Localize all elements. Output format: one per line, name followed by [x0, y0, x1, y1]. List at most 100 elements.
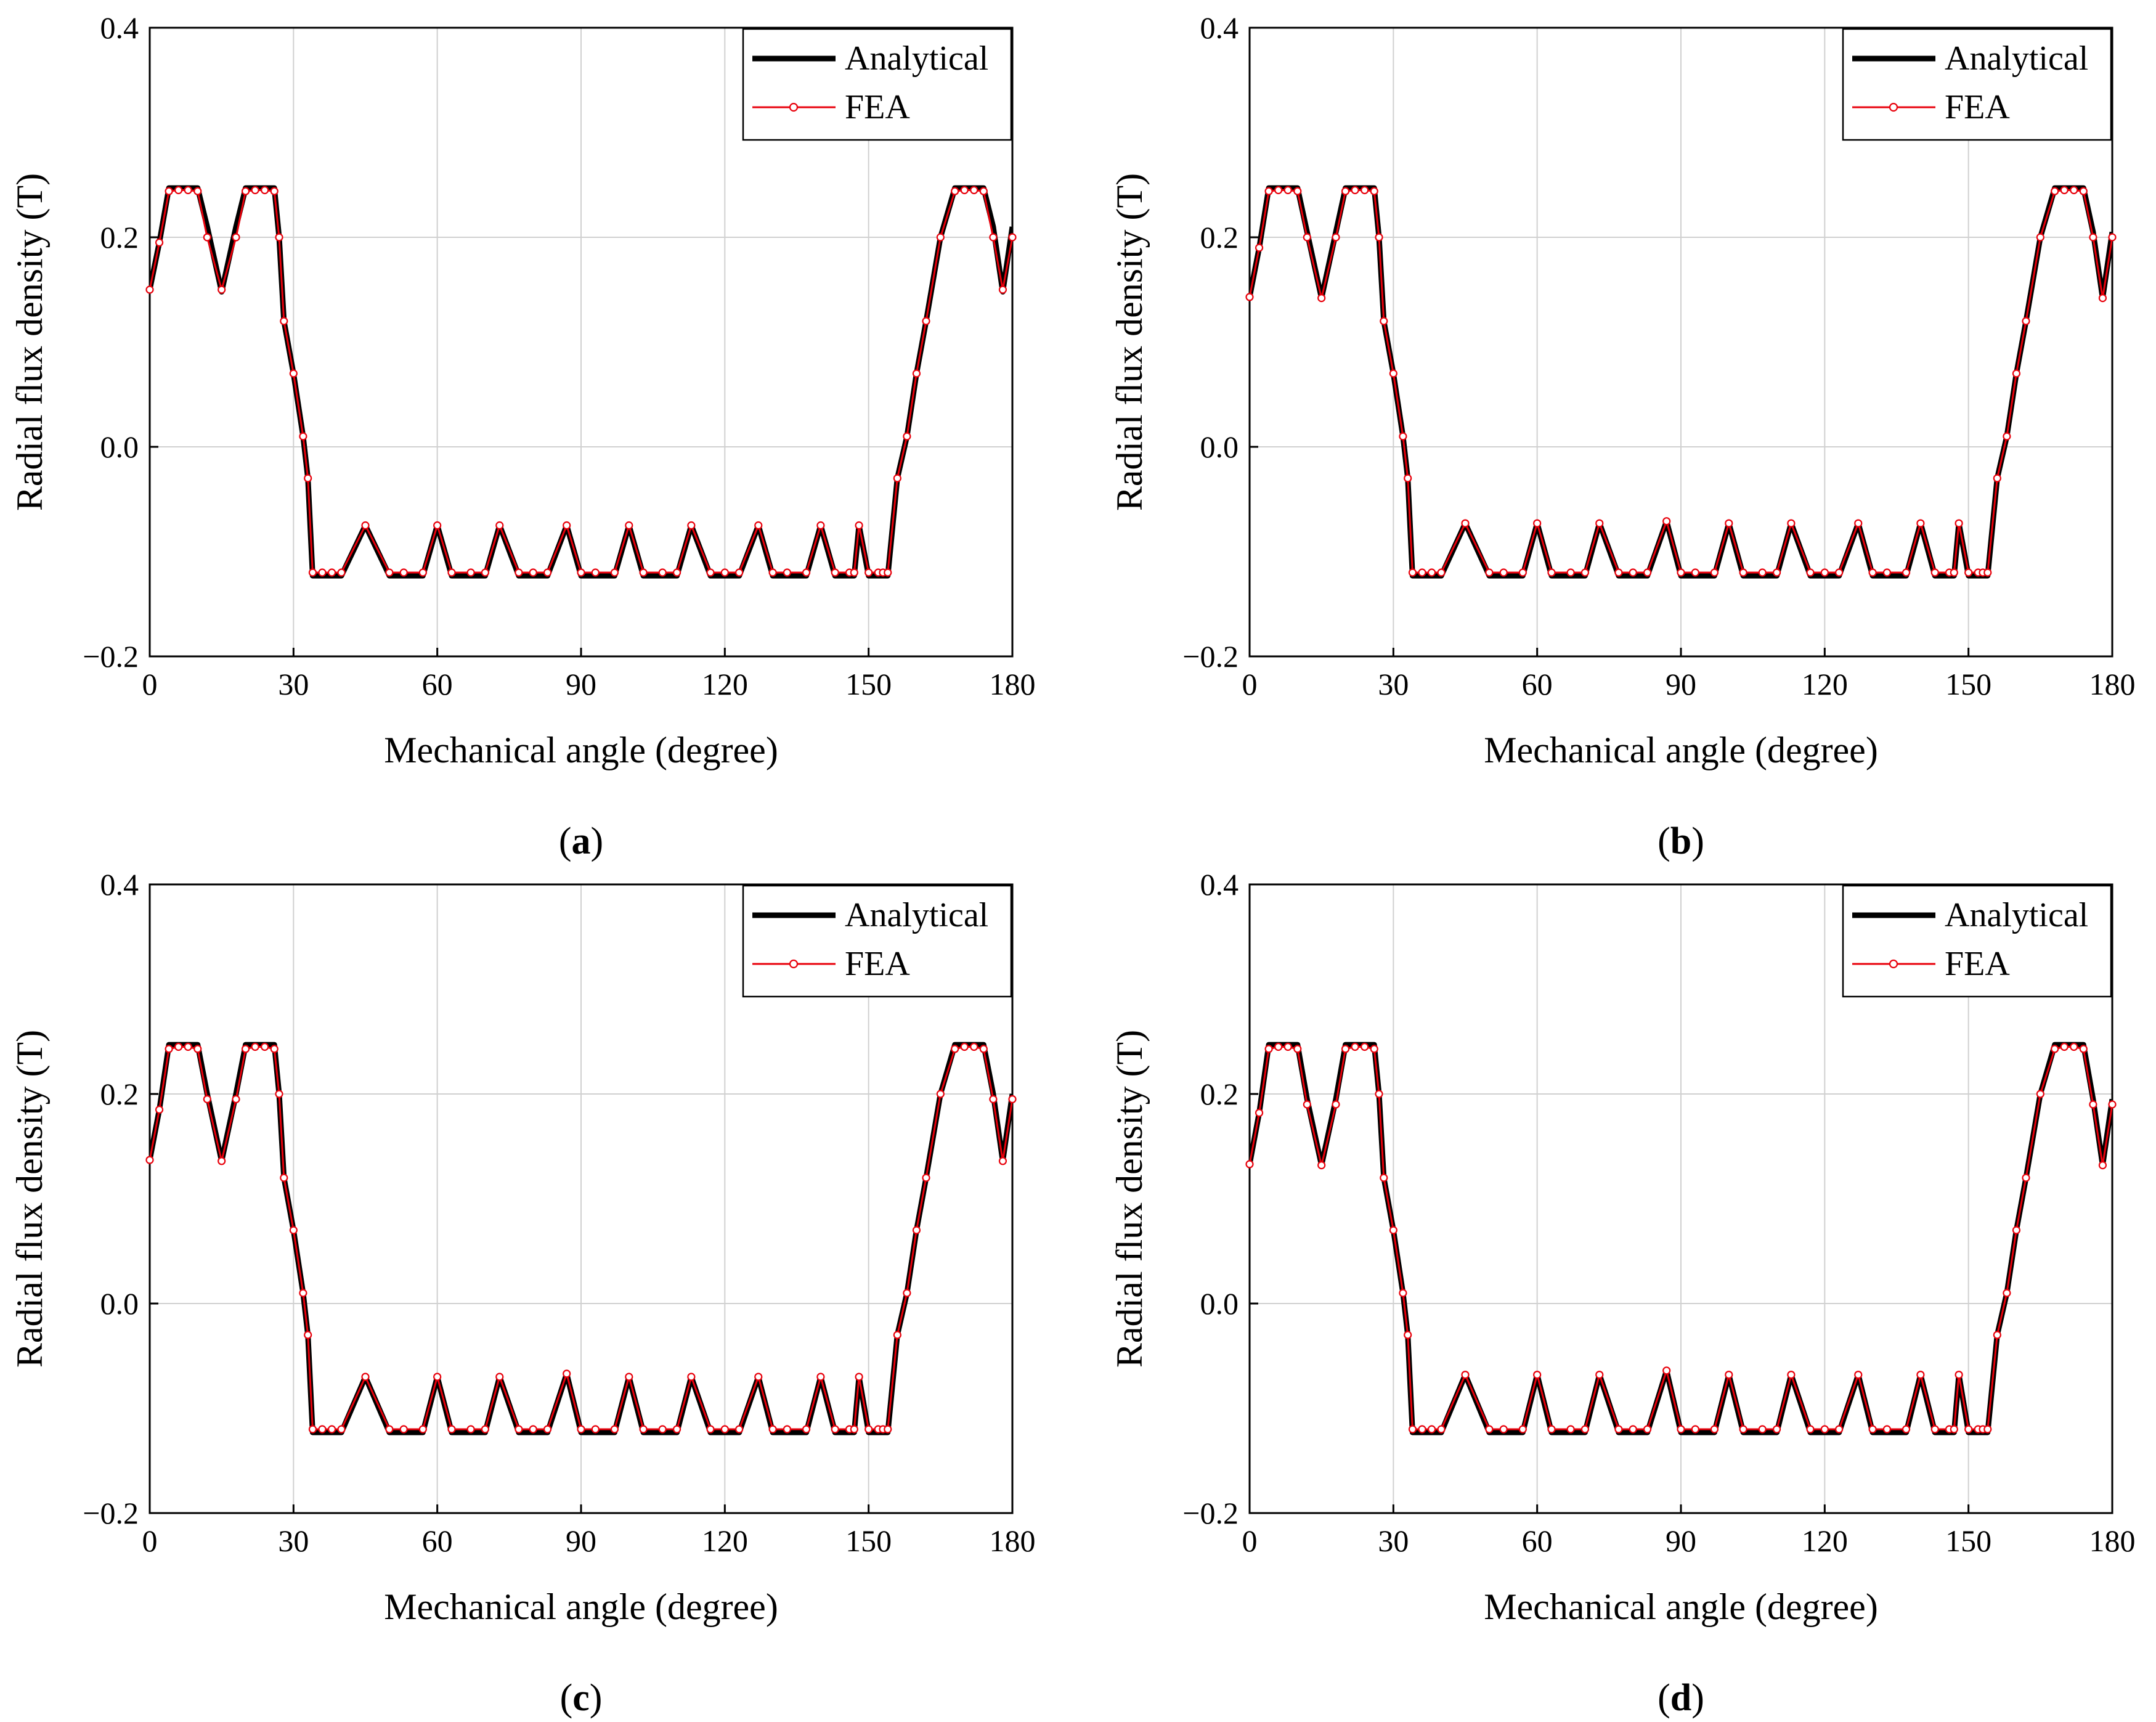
series-fea-point	[783, 1425, 792, 1434]
series-fea-point	[1964, 1425, 1973, 1434]
series-fea-point	[563, 521, 571, 530]
series-fea-point	[802, 1425, 811, 1434]
series-fea-point	[1461, 519, 1470, 528]
series-fea-point	[1950, 568, 1958, 577]
series-fea-point	[577, 1425, 585, 1434]
series-fea-point	[1739, 1425, 1747, 1434]
x-tick-label: 60	[1522, 1524, 1553, 1558]
series-fea-point	[2089, 1100, 2097, 1109]
series-fea-point	[304, 1331, 312, 1339]
series-fea-point	[1255, 243, 1264, 252]
x-tick-label: 90	[566, 1524, 596, 1558]
x-tick-label: 120	[1802, 1524, 1848, 1558]
series-fea-point	[155, 238, 164, 247]
series-fea-point	[1518, 1425, 1527, 1434]
series-fea-point	[165, 1045, 173, 1053]
y-tick-label: 0.2	[100, 220, 139, 255]
series-fea-point	[1854, 1371, 1863, 1379]
series-fea-point	[318, 568, 327, 577]
legend-analytical-label: Analytical	[845, 39, 988, 78]
series-fea-point	[816, 1373, 825, 1381]
series-fea-point	[1955, 1371, 1963, 1379]
x-tick-label: 60	[1522, 667, 1553, 701]
x-tick-label: 150	[845, 1524, 892, 1558]
series-fea-point	[1399, 1289, 1407, 1297]
legend: Analytical FEA	[742, 884, 1012, 998]
y-axis-title: Radial flux density (T)	[1109, 173, 1150, 511]
legend-analytical-label: Analytical	[1945, 39, 2088, 78]
series-fea-point	[1245, 293, 1254, 301]
series-fea-point	[1293, 1045, 1302, 1053]
chart-panel-c: 0 30 60 90 120 150 180 −0.2 0.0 0.2 0.4 Mechanical …	[9, 867, 1036, 1719]
series-fea-point	[275, 1090, 283, 1098]
y-tick-label: 0.4	[100, 867, 139, 902]
series-fea-point	[1566, 568, 1575, 577]
x-tick-label: 120	[702, 667, 748, 701]
series-fea-point	[1533, 519, 1542, 528]
series-fea-point	[1499, 1425, 1508, 1434]
x-tick-label: 30	[278, 667, 309, 701]
series-fea-point	[241, 1045, 250, 1053]
series-fea-point	[495, 1373, 504, 1381]
series-fea-point	[1955, 519, 1963, 528]
series-fea-point	[893, 1331, 901, 1339]
series-fea-point	[1375, 233, 1383, 242]
series-fea-point	[1264, 1045, 1273, 1053]
series-fea-point	[2051, 1045, 2059, 1053]
series-fea-point	[884, 568, 892, 577]
series-fea-point	[1806, 568, 1815, 577]
series-fea-point	[218, 1157, 226, 1165]
series-fea-point	[1245, 1160, 1254, 1169]
series-fea-point	[1882, 1425, 1892, 1434]
series-fea-point	[2022, 317, 2030, 325]
series-fea-point	[658, 1425, 667, 1434]
series-fea-point	[1787, 519, 1796, 528]
y-tick-label: 0.4	[100, 10, 139, 45]
series-fea-point	[203, 1095, 211, 1104]
series-fea-point	[1303, 233, 1311, 242]
series-fea-point	[299, 432, 307, 441]
series-fea-point	[979, 1045, 988, 1053]
series-fea-point	[385, 568, 394, 577]
y-tick-label: 0.4	[1200, 867, 1239, 902]
y-axis-title: Radial flux density (T)	[9, 173, 50, 511]
series-fea-point	[433, 521, 442, 530]
series-fea-point	[1255, 1108, 1264, 1117]
series-fea-point	[418, 1425, 427, 1434]
series-fea-point	[687, 521, 696, 530]
series-fea-point	[337, 568, 346, 577]
y-tick-label: 0.0	[1200, 1286, 1239, 1321]
series-fea-point	[1361, 1042, 1369, 1051]
series-fea-point	[1351, 1042, 1359, 1051]
series-fea-point	[1916, 1371, 1925, 1379]
series-fea-point	[577, 568, 585, 577]
x-tick-label: 0	[142, 1524, 158, 1558]
series-fea-point	[270, 1045, 279, 1053]
series-fea-point	[850, 1425, 858, 1434]
series-fea-point	[1595, 519, 1604, 528]
series-fea-point	[1580, 568, 1590, 577]
y-tick-label: −0.2	[83, 639, 139, 674]
series-fea-point	[625, 521, 633, 530]
series-fea-point	[639, 568, 648, 577]
series-fea-point	[864, 568, 873, 577]
series-fea-point	[1389, 369, 1397, 378]
series-fea-point	[1580, 1425, 1590, 1434]
x-tick-label: 150	[1945, 1524, 1991, 1558]
series-fea-point	[610, 568, 619, 577]
series-fea-point	[1332, 233, 1340, 242]
series-fea-point	[1303, 1100, 1311, 1109]
series-fea-point	[447, 568, 456, 577]
series-fea-point	[591, 568, 600, 577]
series-fea-point	[232, 1095, 240, 1104]
panel-label: (a)	[559, 820, 603, 862]
series-fea-point	[1930, 1425, 1939, 1434]
legend-fea-marker	[1889, 102, 1898, 112]
series-fea-point	[1964, 568, 1973, 577]
series-fea-point	[1930, 568, 1939, 577]
series-fea-point	[625, 1373, 633, 1381]
series-fea-point	[1533, 1371, 1542, 1379]
series-fea-point	[218, 285, 226, 294]
x-tick-label: 180	[990, 1524, 1036, 1558]
legend-fea-label: FEA	[1945, 945, 2010, 983]
